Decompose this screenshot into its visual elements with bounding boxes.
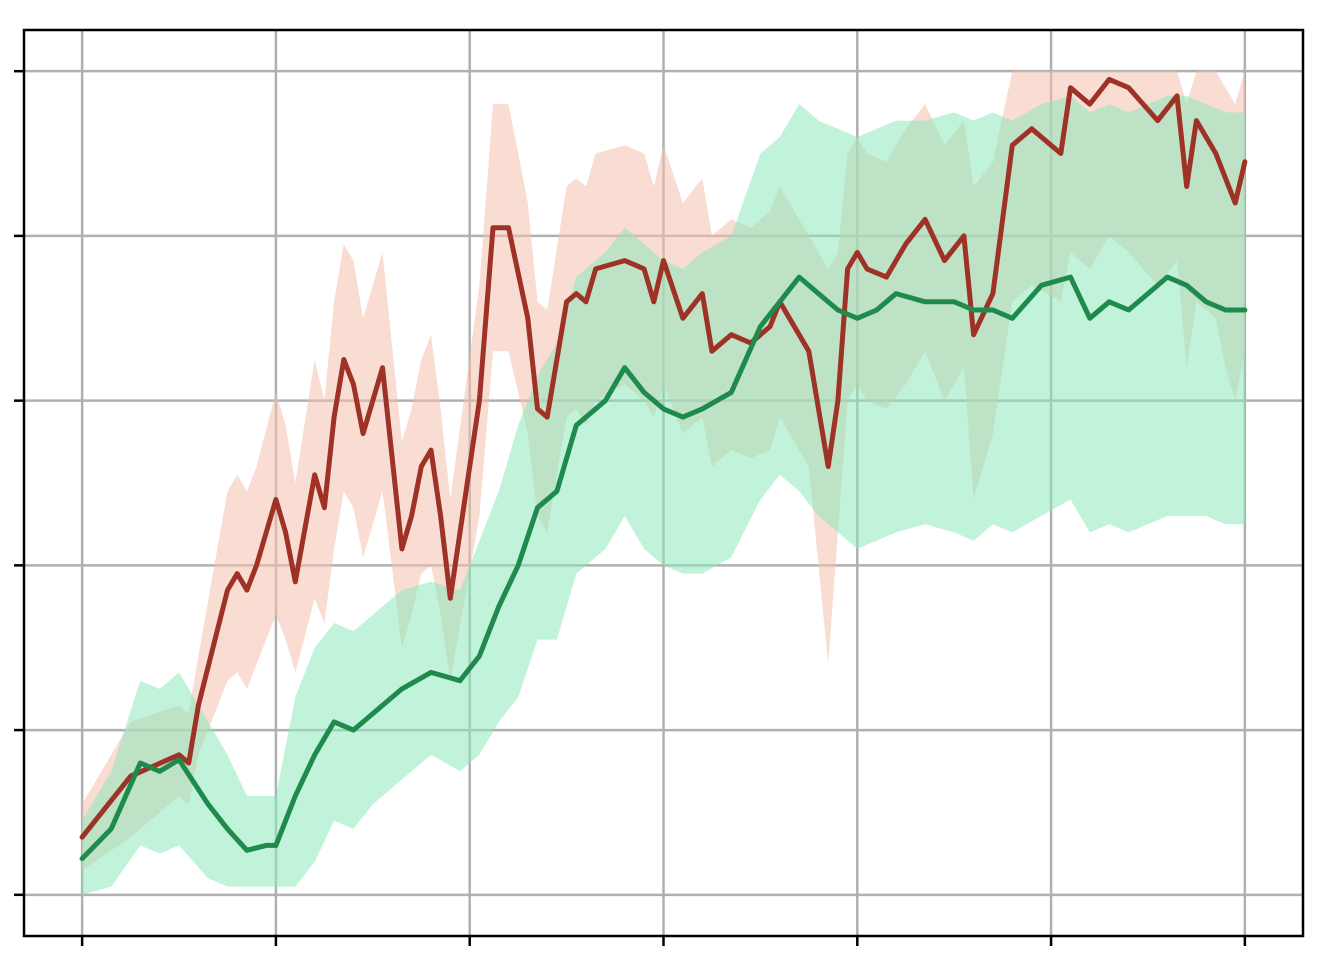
confidence-bands [82,71,1245,895]
red-series-line [79,76,1248,840]
series-lines [79,76,1248,862]
axes [14,28,1305,946]
green-confidence-band [82,95,1245,895]
green-series-line [79,274,1248,862]
